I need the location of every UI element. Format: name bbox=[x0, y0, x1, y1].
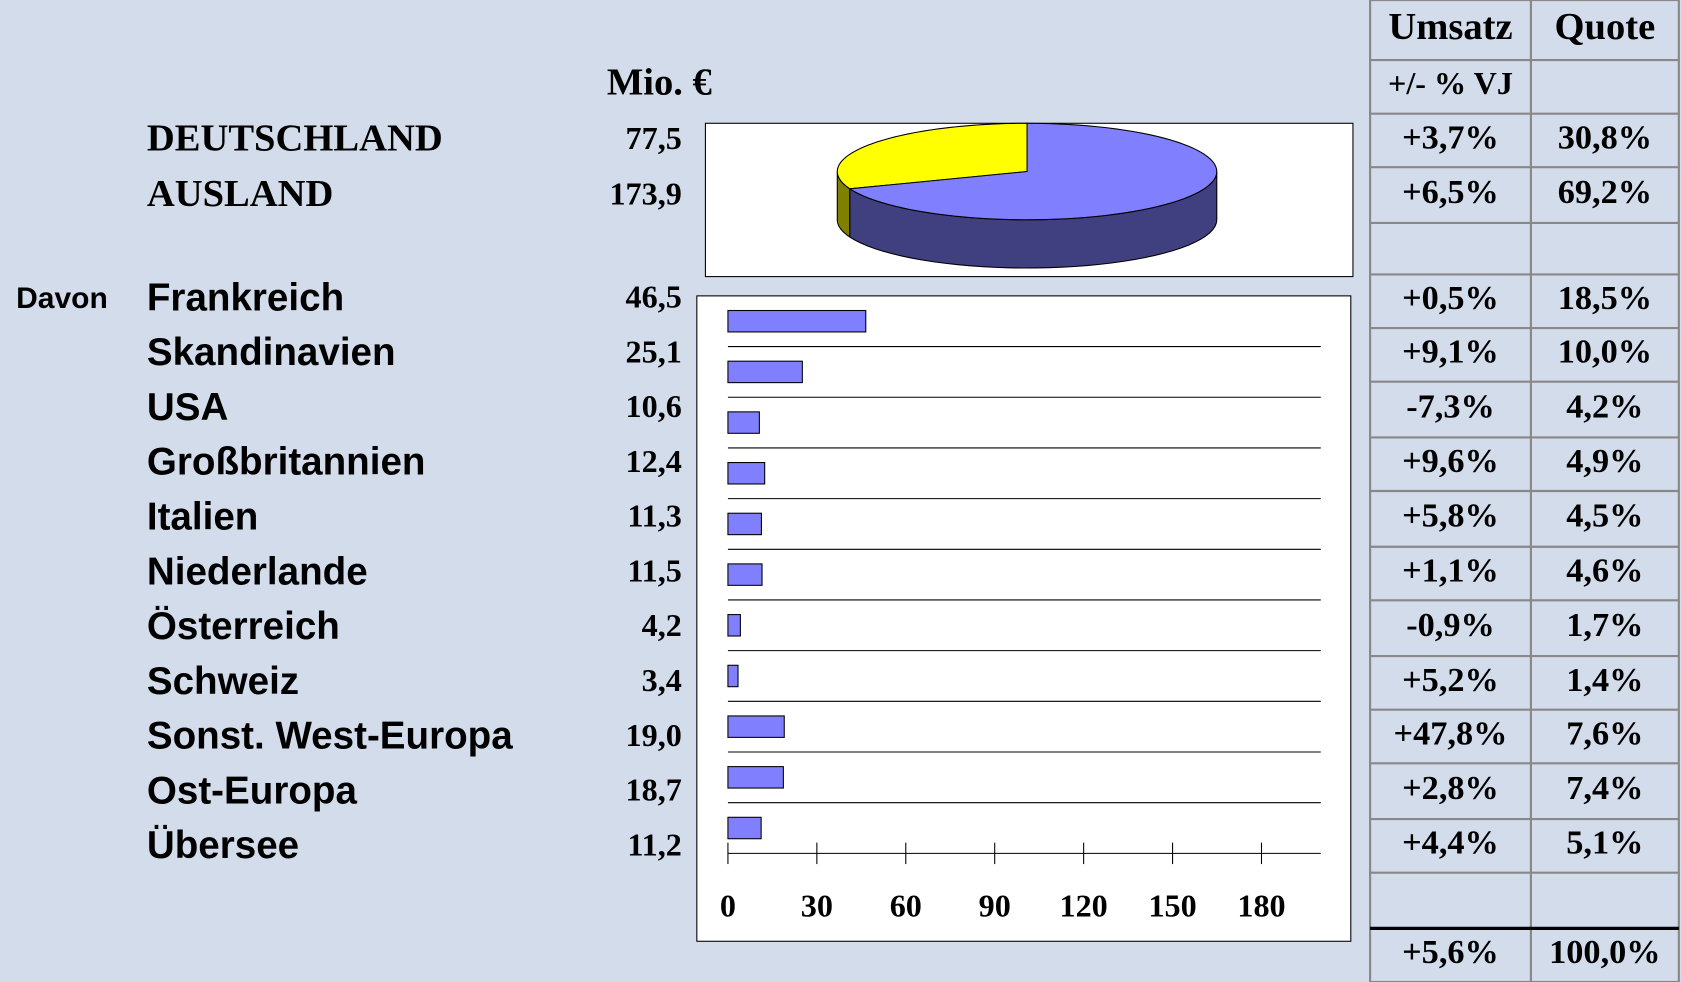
table-cell: +9,1% bbox=[1402, 333, 1499, 371]
table-cell: 1,7% bbox=[1566, 606, 1643, 644]
x-tick-label: 60 bbox=[890, 887, 922, 923]
bar bbox=[727, 715, 785, 738]
x-tick-label: 90 bbox=[979, 887, 1011, 923]
table-cell: 69,2% bbox=[1558, 173, 1652, 211]
table-cell: 5,1% bbox=[1566, 824, 1643, 862]
x-tick-label: 180 bbox=[1237, 887, 1285, 923]
table-cell: 4,5% bbox=[1566, 497, 1643, 535]
bar-frame bbox=[696, 295, 1352, 942]
x-tick-label: 30 bbox=[801, 887, 833, 923]
bar bbox=[727, 614, 741, 637]
table-cell: +1,1% bbox=[1402, 551, 1499, 589]
table-cell: 7,4% bbox=[1566, 769, 1643, 807]
pie-value-label: 173,9 bbox=[609, 176, 681, 212]
table-cell: 4,2% bbox=[1566, 387, 1643, 425]
table-cell: +9,6% bbox=[1402, 442, 1499, 480]
x-tick-label: 120 bbox=[1060, 887, 1108, 923]
value-label: 12,4 bbox=[626, 443, 682, 479]
bar bbox=[727, 309, 867, 333]
x-tick-label: 0 bbox=[720, 887, 736, 923]
bar bbox=[727, 411, 760, 434]
country-label: Niederlande bbox=[147, 550, 368, 593]
country-label: Italien bbox=[147, 495, 258, 538]
table-cell: 7,6% bbox=[1566, 714, 1643, 752]
bar bbox=[727, 512, 762, 536]
table-cell: 4,9% bbox=[1566, 442, 1643, 480]
x-tick-label: 150 bbox=[1148, 887, 1196, 923]
sub-label: Davon bbox=[16, 282, 108, 315]
country-label: Österreich bbox=[147, 605, 340, 648]
pie-category: DEUTSCHLAND bbox=[147, 117, 443, 159]
country-label: Sonst. West-Europa bbox=[147, 715, 513, 758]
pie-value-label: 77,5 bbox=[626, 120, 682, 156]
table-cell: +3,7% bbox=[1402, 118, 1499, 156]
table-cell: -7,3% bbox=[1406, 387, 1495, 425]
table-cell: 10,0% bbox=[1558, 333, 1652, 371]
table-cell: Umsatz bbox=[1388, 6, 1512, 48]
bar bbox=[727, 462, 766, 485]
table-cell: Quote bbox=[1555, 6, 1656, 48]
table-cell: +4,4% bbox=[1402, 824, 1499, 862]
table-cell: +/- % VJ bbox=[1388, 65, 1513, 101]
pie-category: AUSLAND bbox=[147, 173, 334, 215]
table-cell: +47,8% bbox=[1394, 714, 1508, 752]
country-label: Ost-Europa bbox=[147, 769, 358, 812]
pie-slice bbox=[848, 122, 1218, 221]
bar bbox=[727, 816, 762, 840]
unit-label: Mio. € bbox=[607, 62, 712, 104]
country-label: USA bbox=[147, 386, 228, 429]
table-cell: 1,4% bbox=[1566, 661, 1643, 699]
bar bbox=[727, 563, 763, 586]
value-label: 46,5 bbox=[626, 279, 682, 315]
pie-slice bbox=[836, 122, 1028, 190]
value-label: 11,3 bbox=[627, 498, 682, 534]
bar bbox=[727, 360, 803, 384]
value-label: 18,7 bbox=[626, 772, 682, 808]
table-cell: 30,8% bbox=[1558, 118, 1652, 156]
country-label: Übersee bbox=[147, 824, 299, 867]
bar bbox=[727, 664, 739, 688]
table-cell: +5,2% bbox=[1402, 661, 1499, 699]
value-label: 10,6 bbox=[626, 388, 682, 424]
country-label: Skandinavien bbox=[147, 331, 396, 374]
value-label: 11,5 bbox=[627, 552, 682, 588]
table-cell: +5,6% bbox=[1402, 933, 1499, 971]
table-cell: 100,0% bbox=[1549, 933, 1660, 971]
table-cell: +0,5% bbox=[1402, 279, 1499, 317]
value-label: 4,2 bbox=[642, 607, 682, 643]
country-label: Großbritannien bbox=[147, 441, 426, 484]
table-cell: 18,5% bbox=[1558, 279, 1652, 317]
value-label: 11,2 bbox=[627, 826, 682, 862]
table-cell: +6,5% bbox=[1402, 173, 1499, 211]
table-cell: +2,8% bbox=[1402, 769, 1499, 807]
country-label: Schweiz bbox=[147, 660, 299, 703]
table-cell: +5,8% bbox=[1402, 497, 1499, 535]
bar bbox=[727, 766, 784, 789]
value-label: 19,0 bbox=[626, 717, 682, 753]
table-cell: 4,6% bbox=[1566, 551, 1643, 589]
value-label: 3,4 bbox=[642, 662, 682, 698]
table-cell: -0,9% bbox=[1406, 606, 1495, 644]
value-label: 25,1 bbox=[626, 333, 682, 369]
country-label: Frankreich bbox=[147, 276, 344, 319]
